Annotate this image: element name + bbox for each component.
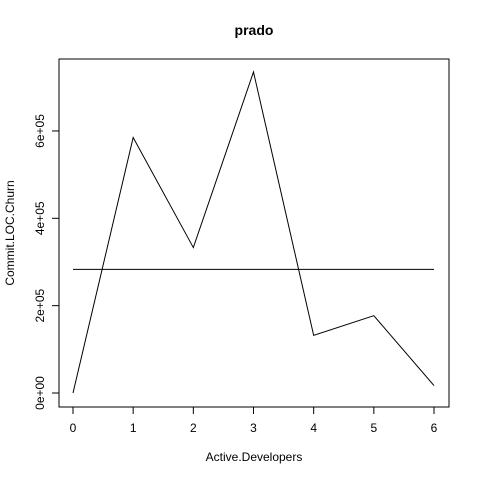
x-axis-label: Active.Developers xyxy=(206,450,303,464)
y-tick-label: 6e+05 xyxy=(33,114,47,148)
chart-title: prado xyxy=(235,22,274,38)
y-tick-label: 2e+05 xyxy=(33,288,47,322)
x-axis-ticks: 0 1 2 3 4 5 6 xyxy=(70,407,438,435)
x-tick-label: 6 xyxy=(431,421,438,435)
x-tick-label: 2 xyxy=(190,421,197,435)
x-tick-label: 3 xyxy=(250,421,257,435)
y-axis-ticks: 0e+00 2e+05 4e+05 6e+05 xyxy=(33,114,59,410)
x-tick-label: 0 xyxy=(70,421,77,435)
y-axis-label: Commit.LOC.Churn xyxy=(3,180,17,285)
x-tick-label: 5 xyxy=(370,421,377,435)
series-line xyxy=(72,70,435,394)
x-tick-label: 4 xyxy=(310,421,317,435)
plot-frame xyxy=(58,58,450,408)
x-tick-label: 1 xyxy=(130,421,137,435)
y-tick-label: 0e+00 xyxy=(33,376,47,410)
y-tick-label: 4e+05 xyxy=(33,201,47,235)
